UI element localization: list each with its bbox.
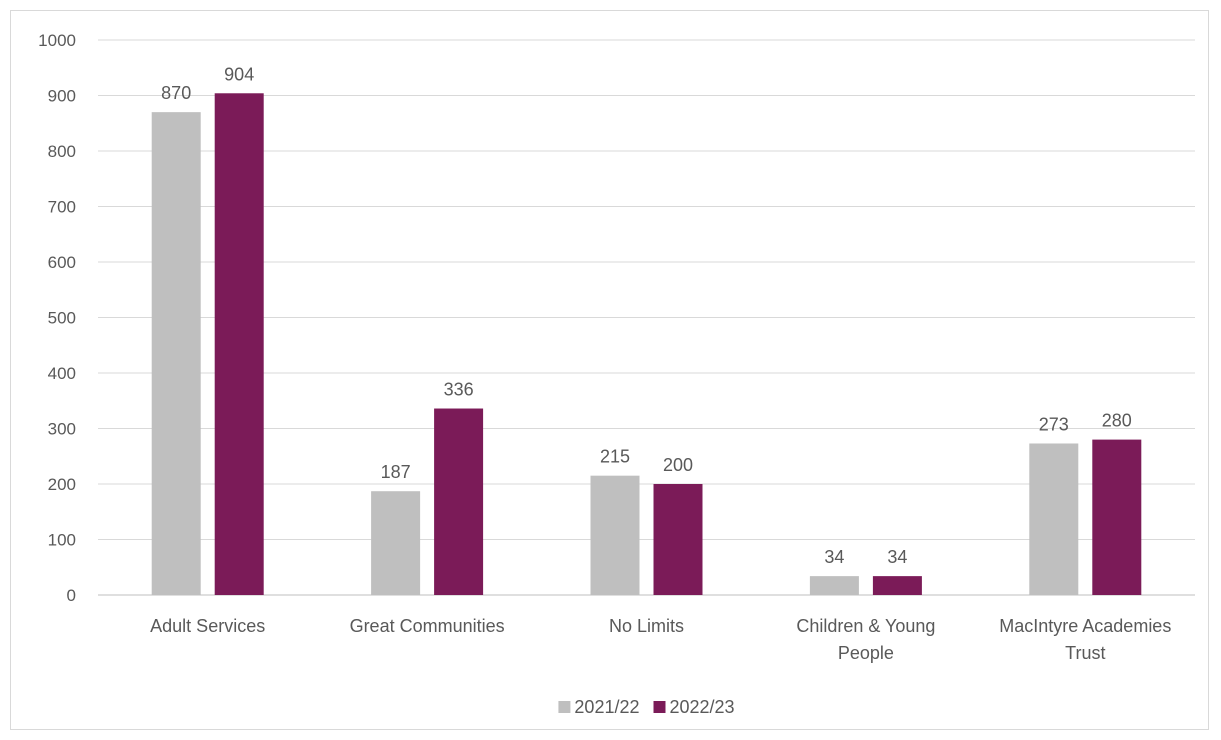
y-tick-label: 800	[48, 142, 76, 161]
category-label: MacIntyre Academies	[999, 616, 1171, 636]
bar	[151, 112, 201, 596]
data-label: 200	[663, 455, 693, 475]
category-label: People	[838, 643, 894, 663]
legend-label: 2021/22	[574, 697, 639, 717]
legend-swatch	[653, 701, 666, 713]
y-tick-label: 200	[48, 475, 76, 494]
bar	[590, 475, 640, 595]
chart-frame	[10, 10, 1209, 730]
y-tick-label: 500	[48, 309, 76, 328]
legend-swatch	[558, 701, 571, 713]
bar	[214, 93, 264, 595]
data-label: 187	[381, 462, 411, 482]
legend-label: 2022/23	[670, 697, 735, 717]
y-tick-label: 300	[48, 420, 76, 439]
y-tick-label: 100	[48, 531, 76, 550]
bar	[434, 408, 484, 595]
category-label: Children & Young	[796, 616, 935, 636]
data-label: 273	[1039, 414, 1069, 434]
data-label: 34	[824, 547, 844, 567]
y-tick-label: 0	[67, 586, 76, 605]
bar	[371, 491, 421, 595]
data-label: 904	[224, 64, 254, 84]
data-label: 215	[600, 447, 630, 467]
y-tick-label: 900	[48, 87, 76, 106]
category-label: Great Communities	[350, 616, 505, 636]
category-label: Trust	[1065, 643, 1105, 663]
data-label: 34	[887, 547, 907, 567]
bar	[1092, 439, 1142, 595]
category-label: No Limits	[609, 616, 684, 636]
y-tick-label: 700	[48, 198, 76, 217]
y-tick-label: 600	[48, 253, 76, 272]
y-tick-label: 400	[48, 364, 76, 383]
bar	[653, 484, 703, 595]
data-label: 870	[161, 83, 191, 103]
data-label: 280	[1102, 411, 1132, 431]
bar	[809, 576, 859, 595]
data-label: 336	[444, 380, 474, 400]
category-label: Adult Services	[150, 616, 265, 636]
bar	[1029, 443, 1079, 595]
y-tick-label: 1000	[38, 31, 76, 50]
bar	[872, 576, 922, 595]
